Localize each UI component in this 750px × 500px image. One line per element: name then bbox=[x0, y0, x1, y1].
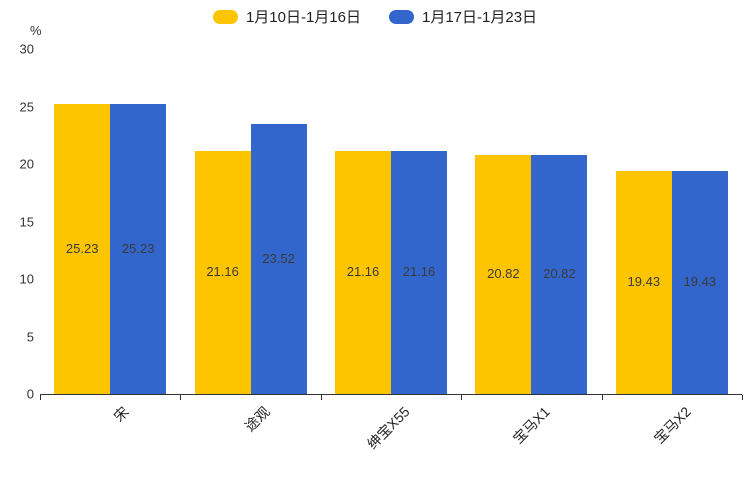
bar-value-label: 25.23 bbox=[121, 240, 155, 256]
bar-宋-series2[interactable] bbox=[110, 103, 167, 394]
bar-宝马X1-series2[interactable] bbox=[531, 154, 588, 394]
y-tick-label-20: 20 bbox=[19, 156, 34, 172]
bar-绅宝X55-series1[interactable] bbox=[335, 150, 391, 394]
bar-value-label: 25.23 bbox=[65, 240, 99, 256]
x-axis-tick bbox=[742, 395, 743, 400]
bar-value-label: 21.16 bbox=[206, 264, 239, 280]
x-category-label-途观: 途观 bbox=[241, 403, 273, 435]
bar-value-label: 20.82 bbox=[487, 266, 520, 282]
y-tick-label-15: 15 bbox=[19, 214, 34, 229]
x-axis-tick bbox=[40, 395, 41, 400]
y-tick-label-5: 5 bbox=[26, 329, 34, 344]
x-category-label-绅宝X55: 绅宝X55 bbox=[363, 403, 413, 453]
legend-swatch-yellow-icon bbox=[212, 9, 238, 24]
bar-value-label: 21.16 bbox=[402, 264, 436, 280]
x-axis-line bbox=[40, 394, 742, 395]
y-tick-label-0: 0 bbox=[26, 386, 34, 402]
x-category-label-宝马X2: 宝马X2 bbox=[650, 403, 694, 447]
bar-宋-series1[interactable] bbox=[54, 103, 111, 394]
bar-宝马X2-series1[interactable] bbox=[615, 170, 672, 394]
x-axis-tick bbox=[461, 395, 463, 400]
y-axis-unit-label: % bbox=[30, 23, 42, 38]
bar-value-label: 19.43 bbox=[627, 274, 661, 290]
x-category-label-宝马X1: 宝马X1 bbox=[509, 403, 554, 447]
bar-宝马X2-series2[interactable] bbox=[671, 170, 728, 394]
y-tick-label-30: 30 bbox=[19, 41, 34, 57]
y-tick-label-25: 25 bbox=[19, 99, 34, 114]
x-axis-tick bbox=[320, 395, 322, 400]
bar-value-label: 19.43 bbox=[683, 274, 717, 290]
bar-途观-series1[interactable] bbox=[194, 150, 251, 394]
x-axis-tick bbox=[601, 395, 603, 400]
y-tick-label-10: 10 bbox=[19, 271, 34, 287]
bar-途观-series2[interactable] bbox=[250, 123, 307, 394]
legend-label-series2: 1月17日-1月23日 bbox=[422, 9, 538, 26]
x-category-label-宋: 宋 bbox=[110, 403, 132, 425]
legend-label-series1: 1月10日-1月16日 bbox=[245, 9, 361, 26]
bar-绅宝X55-series2[interactable] bbox=[391, 150, 447, 394]
bar-value-label: 23.52 bbox=[262, 250, 295, 266]
bar-value-label: 20.82 bbox=[543, 266, 576, 282]
bar-value-label: 21.16 bbox=[346, 264, 380, 280]
legend: 1月10日-1月16日 1月17日-1月23日 bbox=[0, 6, 750, 27]
legend-item-series2[interactable]: 1月17日-1月23日 bbox=[389, 6, 537, 27]
legend-item-series1[interactable]: 1月10日-1月16日 bbox=[212, 6, 361, 27]
bar-宝马X1-series1[interactable] bbox=[475, 154, 532, 394]
x-axis-tick bbox=[180, 395, 182, 400]
legend-swatch-blue-icon bbox=[389, 9, 414, 24]
